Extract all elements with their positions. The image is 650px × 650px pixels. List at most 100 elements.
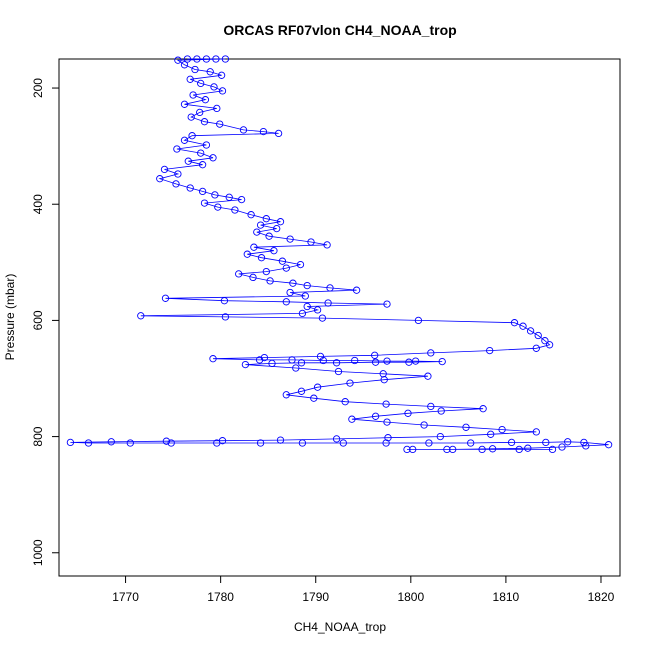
x-tick-label: 1820 — [588, 590, 615, 604]
data-point — [519, 322, 527, 330]
x-tick-label: 1800 — [397, 590, 424, 604]
data-point — [334, 367, 343, 376]
data-point — [193, 55, 201, 63]
data-point — [180, 100, 189, 108]
data-point — [198, 161, 207, 169]
data-point — [436, 432, 444, 441]
data-point — [604, 441, 613, 449]
data-point — [184, 157, 192, 165]
data-point — [298, 309, 307, 318]
data-series — [66, 55, 613, 454]
data-point — [107, 438, 115, 446]
data-point — [202, 55, 211, 63]
data-point — [243, 250, 251, 258]
data-point — [318, 314, 327, 322]
data-point — [249, 273, 257, 282]
data-point — [206, 68, 214, 76]
data-point — [532, 428, 540, 436]
data-point — [266, 277, 274, 285]
data-point — [324, 299, 332, 307]
data-point — [209, 154, 217, 162]
data-point — [174, 170, 182, 178]
data-point — [303, 281, 311, 290]
data-point — [256, 439, 265, 447]
data-point — [183, 55, 192, 63]
data-point — [564, 438, 572, 446]
data-point — [198, 187, 207, 196]
data-point — [326, 284, 334, 292]
data-point — [313, 306, 322, 314]
data-point — [126, 439, 134, 447]
data-point — [250, 243, 258, 251]
data-point — [66, 438, 75, 447]
data-point — [297, 359, 306, 367]
data-point — [167, 439, 175, 447]
data-point — [487, 430, 495, 438]
data-point — [403, 445, 411, 454]
data-point — [383, 300, 391, 308]
data-point — [214, 203, 222, 211]
data-point — [425, 439, 433, 447]
data-point — [180, 61, 189, 69]
data-point — [137, 312, 145, 320]
y-tick-label: 600 — [31, 310, 45, 330]
x-axis-label: CH4_NOAA_trop — [294, 620, 386, 634]
data-point — [339, 439, 347, 447]
data-point — [156, 175, 164, 183]
data-point — [276, 436, 285, 444]
data-point — [313, 383, 322, 391]
data-point — [582, 442, 590, 450]
data-point — [478, 445, 486, 454]
data-point — [202, 141, 211, 149]
data-point — [282, 298, 290, 306]
data-point — [424, 372, 432, 380]
data-point — [282, 264, 290, 272]
data-point — [524, 444, 532, 452]
data-point — [257, 254, 266, 262]
data-point — [173, 145, 181, 153]
data-point — [289, 279, 297, 287]
data-point — [371, 351, 379, 359]
chart-title: ORCAS RF07vlon CH4_NOAA_trop — [223, 22, 456, 38]
data-point — [467, 439, 475, 447]
y-tick-label: 1000 — [31, 539, 45, 566]
x-tick-label: 1780 — [207, 590, 234, 604]
data-point — [371, 412, 380, 420]
x-tick-label: 1810 — [493, 590, 520, 604]
data-point — [332, 435, 341, 443]
data-point — [197, 149, 205, 157]
data-point — [200, 118, 209, 126]
data-point — [488, 445, 497, 453]
data-point — [383, 418, 391, 426]
data-point — [438, 357, 446, 366]
data-point — [382, 400, 390, 408]
data-point — [405, 358, 413, 366]
data-point — [409, 445, 417, 454]
data-point — [427, 402, 435, 411]
data-point — [217, 71, 226, 79]
data-point — [371, 358, 380, 366]
data-point — [541, 337, 549, 345]
data-point — [262, 215, 270, 223]
data-point — [319, 356, 327, 365]
data-point — [186, 75, 194, 83]
data-point — [323, 241, 331, 249]
data-point — [211, 191, 219, 199]
data-point — [303, 302, 311, 311]
data-point — [259, 127, 268, 136]
data-point — [161, 294, 170, 302]
series-line — [70, 58, 609, 450]
data-point — [414, 316, 423, 325]
data-point — [274, 129, 283, 138]
data-point — [187, 113, 195, 121]
data-point — [542, 438, 550, 447]
data-point — [332, 359, 341, 367]
data-point — [235, 270, 243, 278]
data-point — [288, 356, 296, 364]
data-point — [180, 136, 189, 144]
data-point — [348, 415, 356, 423]
data-point — [510, 319, 519, 327]
data-point — [225, 193, 233, 201]
data-point — [84, 439, 93, 447]
